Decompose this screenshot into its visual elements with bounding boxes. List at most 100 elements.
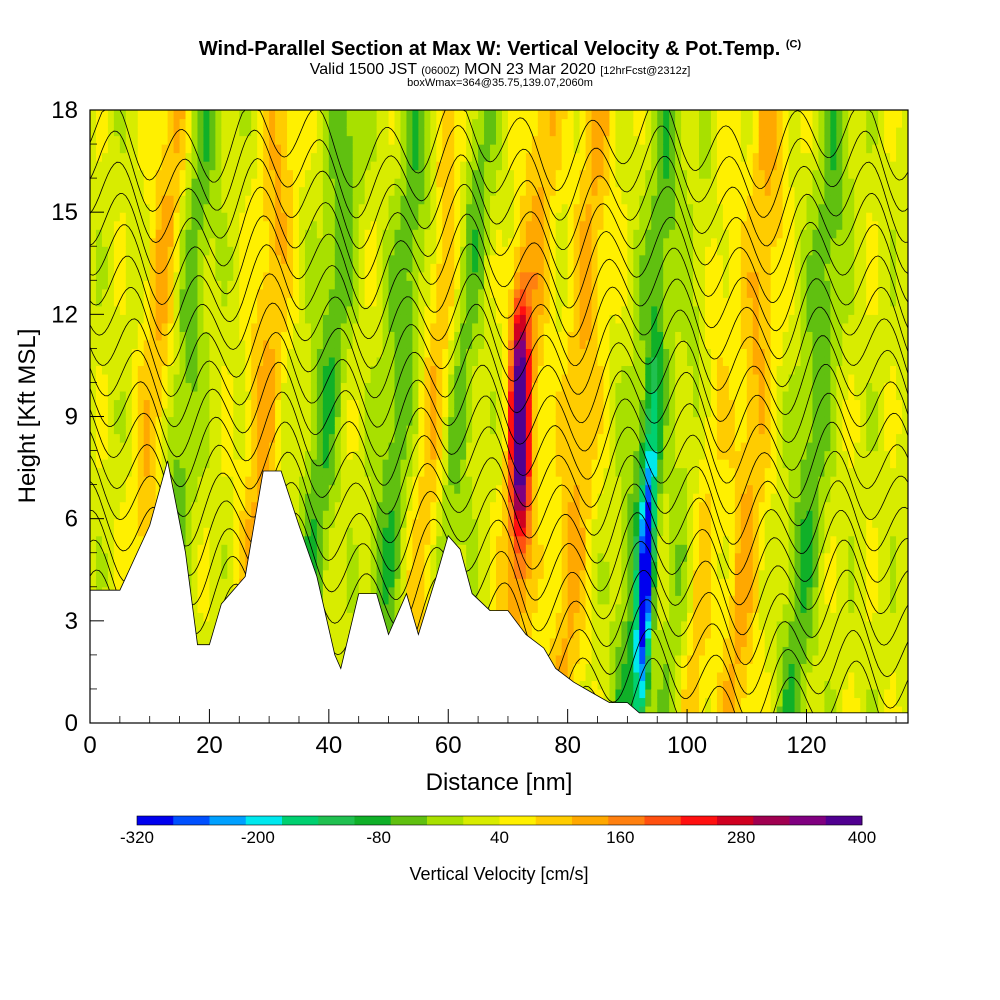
velocity-cell bbox=[316, 561, 324, 571]
velocity-cell bbox=[364, 365, 372, 375]
velocity-cell bbox=[209, 620, 216, 630]
velocity-cell bbox=[406, 246, 414, 256]
velocity-cell bbox=[310, 476, 318, 486]
velocity-cell bbox=[328, 288, 336, 298]
velocity-cell bbox=[155, 476, 163, 486]
velocity-cell bbox=[149, 203, 157, 213]
velocity-cell bbox=[227, 314, 234, 324]
velocity-cell bbox=[107, 314, 115, 324]
velocity-cell bbox=[424, 110, 431, 120]
velocity-cell bbox=[257, 416, 264, 426]
velocity-cell bbox=[239, 510, 246, 520]
velocity-cell bbox=[370, 416, 378, 426]
velocity-cell bbox=[197, 220, 205, 230]
velocity-cell bbox=[101, 297, 109, 307]
velocity-cell bbox=[460, 195, 467, 205]
velocity-cell bbox=[490, 169, 497, 179]
velocity-cell bbox=[304, 459, 312, 469]
velocity-cell bbox=[173, 493, 181, 503]
velocity-cell bbox=[173, 407, 181, 418]
velocity-cell bbox=[233, 212, 240, 222]
velocity-cell bbox=[215, 203, 222, 213]
velocity-cell bbox=[227, 586, 234, 596]
velocity-cell bbox=[185, 118, 193, 128]
velocity-cell bbox=[400, 442, 408, 452]
velocity-cell bbox=[418, 263, 425, 273]
velocity-cell bbox=[322, 118, 330, 128]
velocity-cell bbox=[298, 152, 306, 162]
velocity-cell bbox=[376, 425, 384, 435]
velocity-cell bbox=[143, 365, 151, 375]
velocity-cell bbox=[412, 373, 419, 384]
velocity-cell bbox=[478, 348, 485, 358]
velocity-cell bbox=[478, 246, 485, 256]
velocity-cell bbox=[185, 246, 193, 256]
velocity-cell bbox=[227, 484, 234, 494]
velocity-cell bbox=[400, 237, 408, 247]
velocity-cell bbox=[155, 416, 163, 426]
velocity-cell bbox=[346, 399, 354, 409]
velocity-cell bbox=[131, 186, 139, 196]
velocity-cell bbox=[227, 467, 234, 477]
velocity-cell bbox=[406, 322, 414, 332]
velocity-cell bbox=[298, 339, 306, 349]
velocity-cell bbox=[197, 237, 205, 247]
velocity-cell bbox=[239, 416, 246, 426]
velocity-cell bbox=[161, 212, 169, 222]
velocity-cell bbox=[298, 203, 306, 213]
velocity-cell bbox=[161, 373, 169, 384]
velocity-cell bbox=[490, 467, 497, 477]
velocity-cell bbox=[143, 484, 151, 494]
velocity-cell bbox=[496, 186, 503, 196]
velocity-cell bbox=[418, 169, 425, 179]
velocity-cell bbox=[364, 331, 372, 341]
velocity-cell bbox=[221, 331, 228, 341]
velocity-cell bbox=[191, 569, 199, 579]
velocity-cell bbox=[281, 280, 288, 290]
velocity-cell bbox=[137, 263, 145, 273]
velocity-cell bbox=[346, 510, 354, 520]
velocity-cell bbox=[340, 501, 348, 511]
velocity-cell bbox=[364, 110, 372, 120]
velocity-cell bbox=[466, 459, 473, 469]
velocity-cell bbox=[454, 493, 461, 503]
velocity-cell bbox=[107, 535, 115, 545]
velocity-cell bbox=[143, 263, 151, 273]
velocity-cell bbox=[310, 254, 318, 264]
velocity-cell bbox=[233, 110, 240, 120]
velocity-cell bbox=[406, 510, 414, 520]
velocity-cell bbox=[490, 263, 497, 273]
velocity-cell bbox=[203, 450, 211, 460]
velocity-cell bbox=[107, 433, 115, 443]
velocity-cell bbox=[209, 144, 216, 154]
velocity-cell bbox=[131, 331, 139, 341]
velocity-cell bbox=[209, 552, 216, 562]
velocity-cell bbox=[412, 271, 419, 281]
velocity-cell bbox=[388, 280, 396, 290]
velocity-cell bbox=[412, 331, 419, 341]
velocity-cell bbox=[113, 407, 121, 418]
velocity-cell bbox=[167, 271, 175, 281]
velocity-cell bbox=[95, 212, 103, 222]
velocity-cell bbox=[90, 578, 97, 588]
velocity-cell bbox=[179, 135, 187, 145]
velocity-cell bbox=[131, 254, 139, 264]
velocity-cell bbox=[466, 246, 473, 256]
velocity-cell bbox=[281, 229, 288, 239]
velocity-cell bbox=[227, 161, 234, 171]
velocity-cell bbox=[251, 144, 258, 154]
velocity-cell bbox=[442, 518, 449, 528]
velocity-cell bbox=[346, 561, 354, 571]
velocity-cell bbox=[185, 178, 193, 188]
velocity-cell bbox=[364, 493, 372, 503]
velocity-cell bbox=[394, 373, 402, 384]
velocity-cell bbox=[293, 331, 300, 341]
velocity-cell bbox=[358, 467, 366, 477]
velocity-cell bbox=[358, 169, 366, 179]
velocity-cell bbox=[131, 535, 139, 545]
velocity-cell bbox=[364, 203, 372, 213]
velocity-cell bbox=[412, 416, 419, 426]
velocity-cell bbox=[448, 476, 455, 486]
velocity-cell bbox=[364, 510, 372, 520]
velocity-cell bbox=[304, 527, 312, 537]
